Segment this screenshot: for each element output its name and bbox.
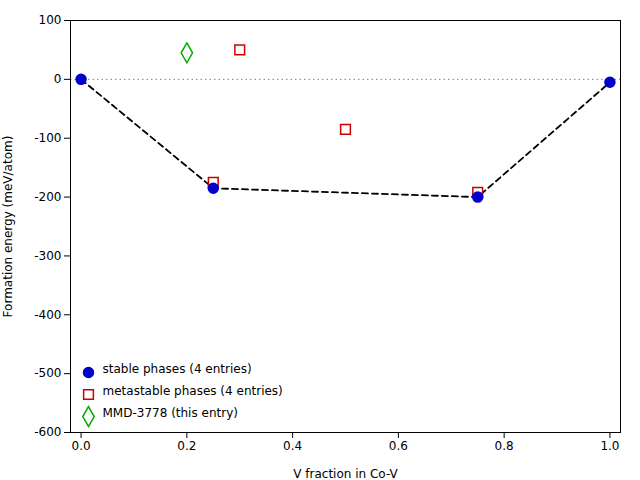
svg-text:0: 0 bbox=[54, 72, 62, 86]
svg-text:metastable phases (4 entries): metastable phases (4 entries) bbox=[103, 384, 283, 398]
svg-text:MMD-3778 (this entry): MMD-3778 (this entry) bbox=[103, 406, 238, 420]
svg-text:stable phases (4 entries): stable phases (4 entries) bbox=[103, 362, 252, 376]
svg-text:V fraction in Co-V: V fraction in Co-V bbox=[293, 467, 398, 480]
svg-text:-400: -400 bbox=[34, 308, 61, 322]
svg-text:-200: -200 bbox=[34, 190, 61, 204]
svg-text:0.2: 0.2 bbox=[177, 439, 196, 453]
svg-text:0.6: 0.6 bbox=[389, 439, 408, 453]
svg-text:-300: -300 bbox=[34, 249, 61, 263]
svg-text:-100: -100 bbox=[34, 131, 61, 145]
svg-text:-600: -600 bbox=[34, 425, 61, 439]
svg-text:0.4: 0.4 bbox=[283, 439, 302, 453]
svg-text:100: 100 bbox=[39, 13, 62, 27]
svg-text:Formation energy (meV/atom): Formation energy (meV/atom) bbox=[1, 136, 15, 318]
svg-text:1.0: 1.0 bbox=[600, 439, 619, 453]
svg-text:0.8: 0.8 bbox=[495, 439, 514, 453]
svg-text:-500: -500 bbox=[34, 366, 61, 380]
svg-text:0.0: 0.0 bbox=[72, 439, 91, 453]
